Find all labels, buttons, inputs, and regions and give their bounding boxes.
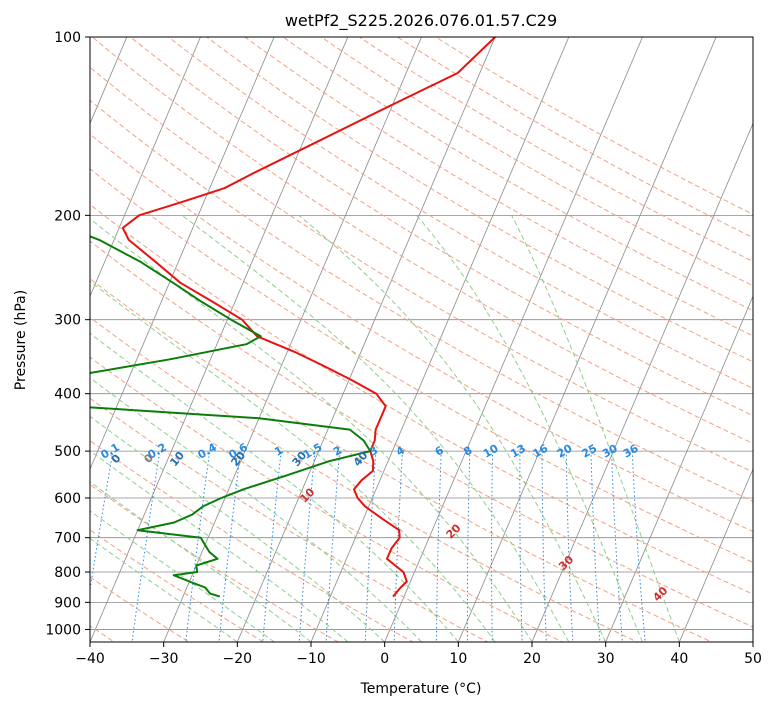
- dry-adiabat-line: [90, 278, 713, 642]
- y-tick-label: 900: [54, 595, 81, 611]
- sounding-series: [90, 37, 496, 598]
- dry-adiabat-line: [282, 37, 753, 312]
- plot-area: 0.1 0.2 0.4 0.6 1 1.5 2 3 4 6 8 10 13 16 20 25 30 360 10 20…: [90, 37, 753, 642]
- pressure-grid: [90, 37, 753, 630]
- y-tick-label: 400: [54, 387, 81, 403]
- dry-adiabat-line: [205, 37, 753, 363]
- moist-adiabat-line: [90, 537, 238, 642]
- chart-title: wetPf2_S225.2026.076.01.57.C29: [285, 11, 557, 31]
- y-tick-label: 600: [54, 491, 81, 507]
- moist-adiabat-line: [90, 377, 422, 642]
- dry-adiabat-line: [90, 99, 753, 502]
- moist-adiabat-line: [298, 214, 607, 642]
- x-tick-label: 0: [380, 651, 389, 667]
- isotherm-line: [90, 37, 128, 125]
- dry-adiabat-line: [90, 397, 489, 642]
- temperature-profile: [121, 37, 496, 598]
- y-tick-label: 1000: [45, 622, 81, 638]
- isotherm-line: [310, 37, 570, 642]
- mixing-ratio-line: [519, 451, 523, 642]
- mixing-ratio-line: [364, 451, 377, 642]
- isotherm-line: [384, 37, 643, 642]
- x-tick-label: 40: [670, 651, 688, 667]
- moist-adiabat-line: [90, 415, 386, 642]
- dry-adiabat-line: [90, 529, 265, 642]
- y-tick-label: 300: [54, 313, 81, 329]
- mixing-ratio-line: [466, 451, 471, 642]
- isotherm-line: [457, 37, 717, 642]
- moist-adiabat-line: [90, 481, 312, 642]
- dry-adiabat-line: [90, 168, 753, 563]
- moist-adiabat-line: [90, 218, 533, 642]
- y-tick-label: 200: [54, 208, 81, 224]
- moist-adiabat-line: [416, 214, 643, 642]
- dry-adiabat-line: [167, 37, 753, 389]
- mixing-ratio-line: [565, 451, 574, 642]
- dry-adiabat-line: [90, 66, 753, 473]
- dry-adiabat-line: [90, 240, 753, 628]
- moist-adiabats: [90, 214, 680, 642]
- dry-adiabat-line: [129, 37, 753, 417]
- x-tick-label: 50: [744, 651, 762, 667]
- dry-adiabat-line: [90, 356, 564, 642]
- dry-adiabat-line: [244, 37, 753, 337]
- y-tick-label: 800: [54, 565, 81, 581]
- mixing-ratio-line: [393, 451, 403, 642]
- moist-adiabat-line: [511, 215, 680, 642]
- dry-adiabat-line: [90, 483, 340, 642]
- moist-adiabat-line: [90, 280, 496, 642]
- mixing-ratio-line: [541, 451, 547, 642]
- x-tick-label: −10: [296, 651, 326, 667]
- isotherm-line: [90, 37, 275, 471]
- y-tick-label: 100: [54, 30, 81, 46]
- moist-adiabat-line: [90, 332, 459, 642]
- moist-adiabat-line: [181, 214, 570, 642]
- y-axis-label: Pressure (hPa): [13, 290, 29, 390]
- mixing-ratio-line: [491, 451, 494, 642]
- axis-ticks: −40 −30 −20 −10 0 10 20 30 40 50 100 200 300 400 500 60…: [45, 30, 762, 667]
- isotherm-line: [163, 37, 422, 642]
- dewpoint-profile: [90, 235, 372, 598]
- isotherm-line: [236, 37, 496, 642]
- plot-frame: [89, 36, 754, 643]
- mixing-ratio-lines: [90, 451, 646, 642]
- isotherm-line: [90, 37, 201, 298]
- x-tick-label: −20: [223, 651, 253, 667]
- isotherm-lines: [90, 37, 753, 642]
- mixing-ratio-line: [590, 451, 601, 642]
- x-axis-label: Temperature (°C): [360, 681, 482, 697]
- y-tick-label: 500: [54, 444, 81, 460]
- y-tick-label: 700: [54, 531, 81, 547]
- isotherm-line: [605, 295, 753, 642]
- dry-adiabat-line: [90, 440, 414, 642]
- x-tick-label: 10: [449, 651, 467, 667]
- dry-adiabat-line: [90, 133, 753, 533]
- x-tick-label: −40: [75, 651, 105, 667]
- moist-adiabat-line: [90, 450, 349, 642]
- dry-adiabat-line: [91, 37, 753, 445]
- x-tick-label: 30: [597, 651, 615, 667]
- dry-adiabats: [90, 37, 753, 642]
- dry-adiabat-line: [90, 316, 639, 642]
- mixing-ratio-line: [435, 451, 442, 642]
- isotherm-line: [531, 122, 753, 642]
- isotherm-line: [90, 37, 349, 642]
- x-tick-label: 20: [523, 651, 541, 667]
- x-tick-label: −30: [149, 651, 179, 667]
